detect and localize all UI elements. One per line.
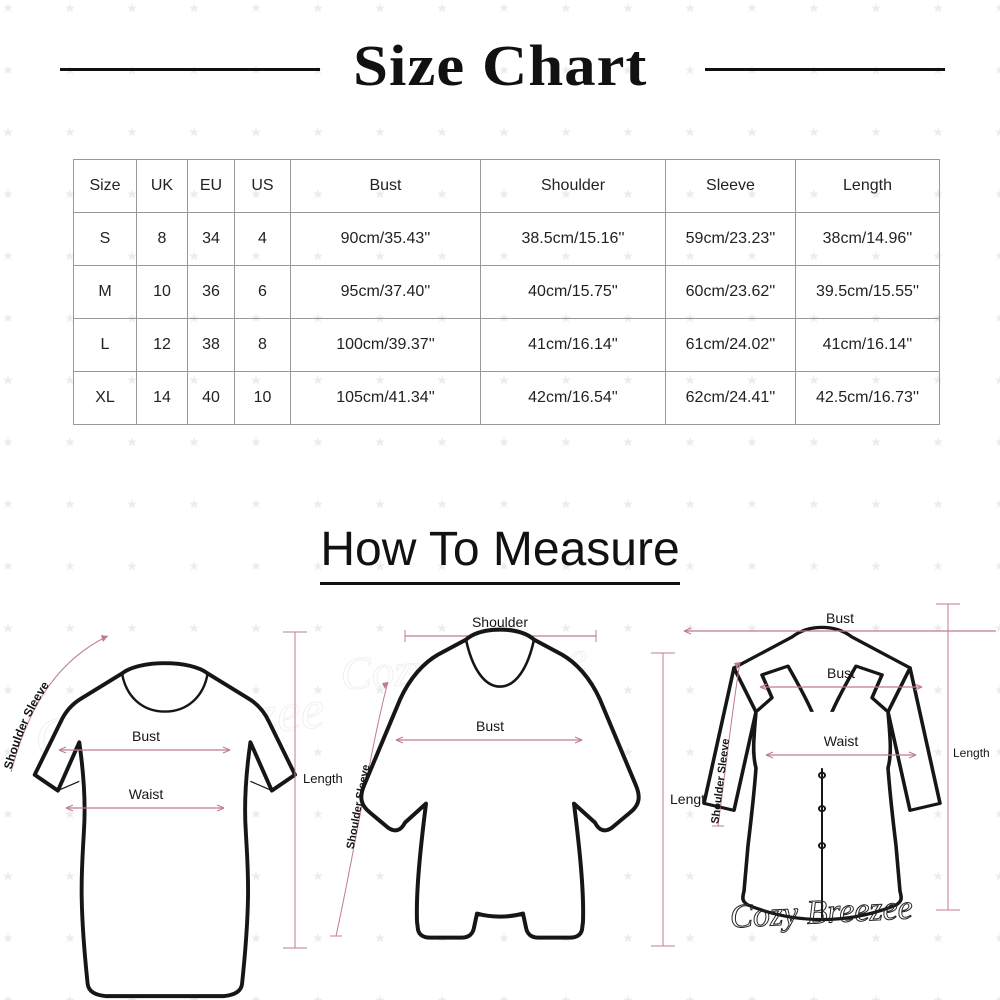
svg-text:Length: Length: [953, 746, 990, 760]
svg-text:Bust: Bust: [476, 718, 504, 734]
svg-text:Shoulder: Shoulder: [472, 614, 528, 630]
svg-text:Waist: Waist: [824, 733, 859, 749]
svg-text:Bust: Bust: [827, 665, 855, 681]
svg-text:Bust: Bust: [826, 610, 854, 626]
svg-text:Length: Length: [303, 771, 343, 786]
svg-text:Waist: Waist: [129, 786, 164, 802]
svg-text:Bust: Bust: [132, 728, 160, 744]
